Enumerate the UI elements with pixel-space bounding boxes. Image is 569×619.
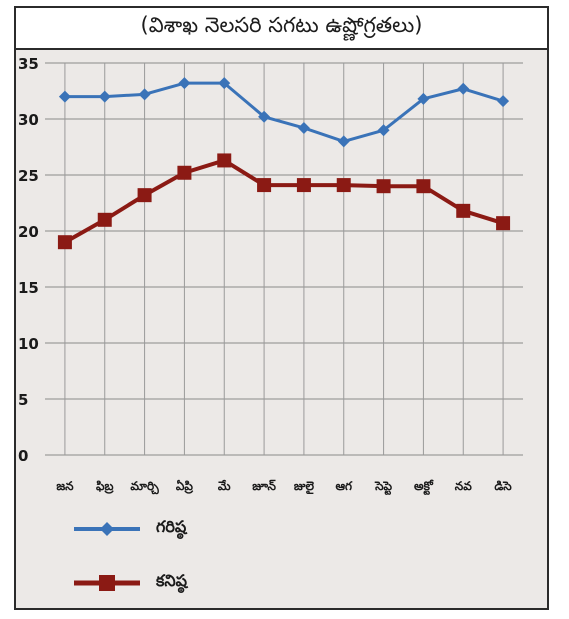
y-tick-label: 15	[18, 279, 39, 297]
chart-title: (విశాఖ నెలసరి సగటు ఉష్ణోగ్రతలు)	[16, 8, 547, 50]
legend-item-max: గరిష్ఠ	[72, 517, 186, 540]
legend-label-min: కనిష్ఠ	[156, 571, 187, 590]
data-point-min	[456, 203, 471, 218]
data-point-min	[336, 178, 351, 193]
legend-swatch-min	[74, 574, 140, 591]
series-line-min	[63, 158, 504, 244]
data-point-min	[177, 165, 192, 180]
data-point-max	[98, 90, 111, 103]
y-tick-label: 10	[18, 335, 39, 353]
data-point-min	[137, 188, 152, 203]
data-point-max	[297, 121, 310, 134]
data-point-min	[97, 212, 112, 227]
data-point-max	[417, 92, 430, 105]
legend-item-min: కనిష్ఠ	[72, 571, 187, 594]
y-tick-label: 0	[18, 447, 28, 465]
data-point-max	[58, 90, 71, 103]
x-tick-label: మే	[218, 479, 231, 493]
x-tick-label: మార్చి	[130, 479, 159, 495]
data-point-min	[257, 178, 272, 193]
data-point-min	[376, 179, 391, 194]
data-point-max	[138, 88, 151, 101]
data-point-max	[258, 110, 271, 123]
data-point-min	[217, 153, 232, 168]
data-point-max	[218, 77, 231, 90]
y-tick-label: 5	[18, 391, 28, 409]
data-point-max	[337, 135, 350, 148]
y-tick-label: 20	[18, 223, 39, 241]
y-tick-label: 35	[18, 55, 39, 73]
x-tick-label: ఏప్రి	[176, 479, 194, 494]
data-point-max	[457, 82, 470, 95]
legend-swatch-max	[74, 521, 140, 536]
x-tick-label: డిసె	[494, 479, 512, 493]
data-point-min	[496, 216, 511, 231]
x-tick-label: జన	[56, 479, 74, 493]
legend-label-max: గరిష్ఠ	[156, 517, 187, 536]
data-point-min	[416, 179, 431, 194]
x-tick-label: జూన్	[252, 479, 276, 493]
chart-frame: (విశాఖ నెలసరి సగటు ఉష్ణోగ్రతలు)	[14, 6, 549, 610]
x-tick-label: సెప్టె	[374, 479, 392, 495]
x-tick-label: జులై	[294, 479, 315, 495]
x-tick-label: అక్టో	[414, 479, 435, 495]
data-point-max	[497, 95, 510, 108]
x-tick-label: ఫిబ్ర	[96, 479, 115, 494]
series-line-max	[64, 81, 504, 143]
data-point-max	[178, 77, 191, 90]
data-point-min	[296, 178, 311, 193]
data-point-min	[57, 235, 72, 250]
x-tick-label: ఆగ	[335, 479, 353, 493]
y-tick-label: 25	[18, 167, 39, 185]
data-point-max	[377, 124, 390, 137]
x-tick-label: నవ	[455, 479, 472, 493]
y-tick-label: 30	[18, 111, 39, 129]
